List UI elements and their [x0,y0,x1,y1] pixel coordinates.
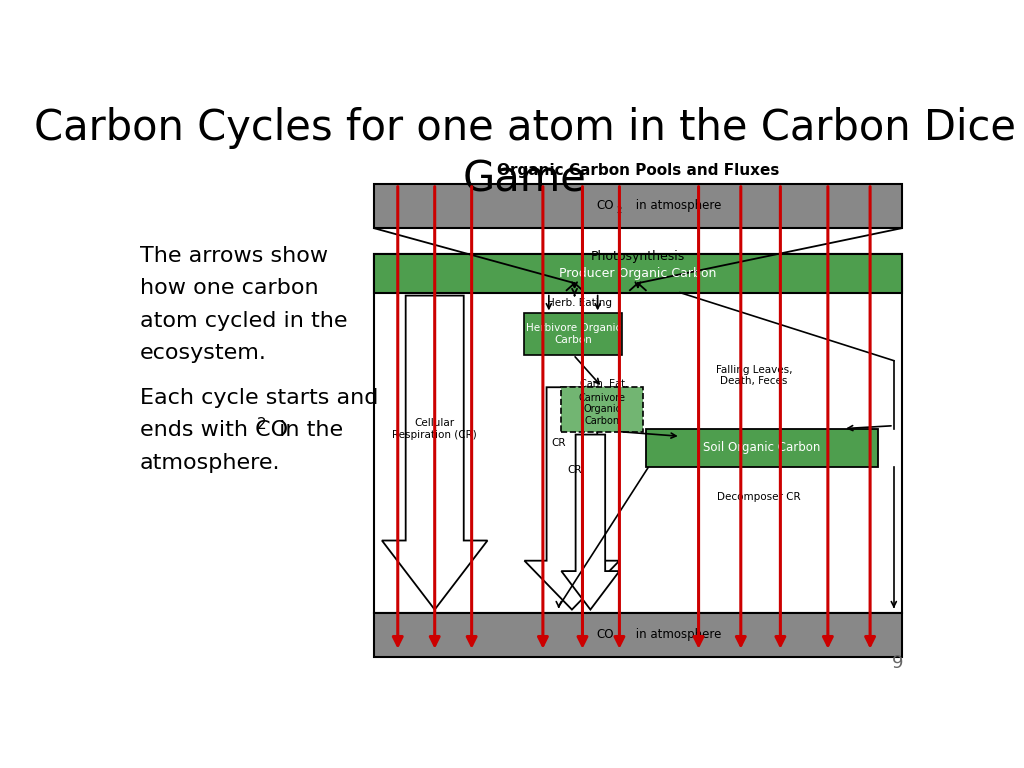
Text: in atmosphere: in atmosphere [632,628,721,641]
Bar [374,184,902,228]
Text: Producer Organic Carbon: Producer Organic Carbon [559,267,717,280]
Text: how one carbon: how one carbon [140,279,318,299]
Text: 2: 2 [257,418,267,432]
Text: Organic Carbon Pools and Fluxes: Organic Carbon Pools and Fluxes [497,164,779,178]
Text: 2: 2 [616,207,622,215]
Text: ecosystem.: ecosystem. [140,343,267,363]
Text: Photosynthesis: Photosynthesis [591,250,685,263]
Text: Decomposer CR: Decomposer CR [718,492,801,502]
Text: Carnivore
Organic
Carbon: Carnivore Organic Carbon [579,392,626,426]
Text: atom cycled in the: atom cycled in the [140,311,347,331]
Text: Carbon Cycles for one atom in the Carbon Dice
Game: Carbon Cycles for one atom in the Carbon… [34,107,1016,201]
Text: Herb. Eating: Herb. Eating [548,298,612,308]
Text: Falling Leaves,
Death, Feces: Falling Leaves, Death, Feces [716,365,793,386]
Text: in atmosphere: in atmosphere [632,200,721,213]
Bar [524,313,622,355]
Bar [374,254,902,613]
Text: atmosphere.: atmosphere. [140,453,281,473]
Text: CO: CO [597,628,614,641]
Bar [561,387,643,432]
Bar [646,429,878,467]
Text: CR: CR [567,465,582,475]
Polygon shape [524,387,620,610]
Text: Herbivore Organic
Carbon: Herbivore Organic Carbon [525,323,621,345]
Polygon shape [382,296,487,610]
Text: Soil Organic Carbon: Soil Organic Carbon [703,442,820,455]
Text: CO: CO [597,200,614,213]
Text: 9: 9 [892,654,903,672]
Text: 2: 2 [616,635,622,644]
Text: Each cycle starts and: Each cycle starts and [140,388,378,408]
Text: in the: in the [271,420,343,440]
Bar [374,254,902,293]
Text: Cellular
Respiration (CR): Cellular Respiration (CR) [392,418,477,440]
Text: ends with CO: ends with CO [140,420,288,440]
Text: CR: CR [552,439,566,449]
Text: The arrows show: The arrows show [140,246,328,266]
Bar [374,613,902,657]
Text: Carn. Eat.: Carn. Eat. [580,379,628,389]
Polygon shape [561,435,620,610]
